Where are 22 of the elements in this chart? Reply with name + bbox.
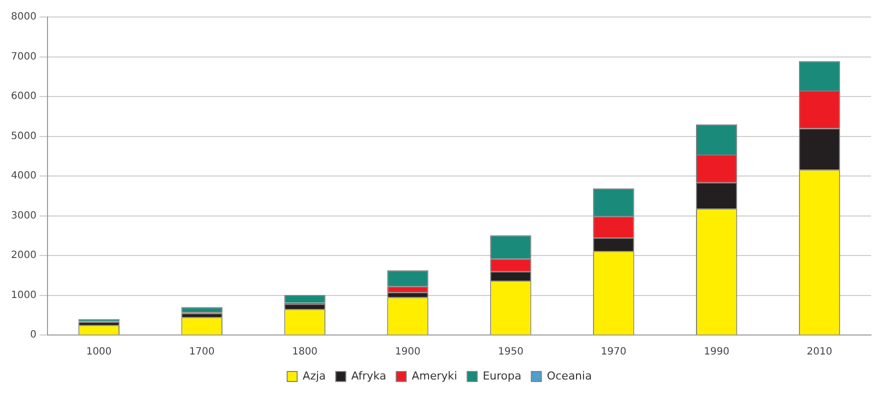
x-tick-label: 1800 <box>292 346 318 358</box>
y-tick-label: 8000 <box>10 12 36 23</box>
legend-label: Ameryki <box>412 369 458 382</box>
legend-label: Afryka <box>351 369 386 382</box>
y-tick-label: 2000 <box>10 250 36 262</box>
x-tick-label: 1000 <box>86 346 112 358</box>
x-tick-label: 1900 <box>395 346 420 358</box>
y-tick-label: 3000 <box>10 210 36 222</box>
y-tick-label: 0 <box>30 330 36 341</box>
x-tick-label: 1700 <box>189 346 215 358</box>
y-tick-label: 4000 <box>10 170 36 182</box>
x-tick-label: 1950 <box>498 346 524 358</box>
legend-label: Azja <box>302 369 326 382</box>
y-tick-label: 5000 <box>10 130 36 142</box>
legend-label: Oceania <box>546 369 592 382</box>
x-tick-label: 1990 <box>704 346 730 358</box>
y-tick-label: 1000 <box>10 290 36 301</box>
y-tick-label: 6000 <box>10 91 36 102</box>
y-tick-label: 7000 <box>10 51 36 62</box>
x-tick-label: 2010 <box>806 346 832 358</box>
x-tick-label: 1970 <box>600 346 626 358</box>
legend-label: Europa <box>482 369 522 382</box>
